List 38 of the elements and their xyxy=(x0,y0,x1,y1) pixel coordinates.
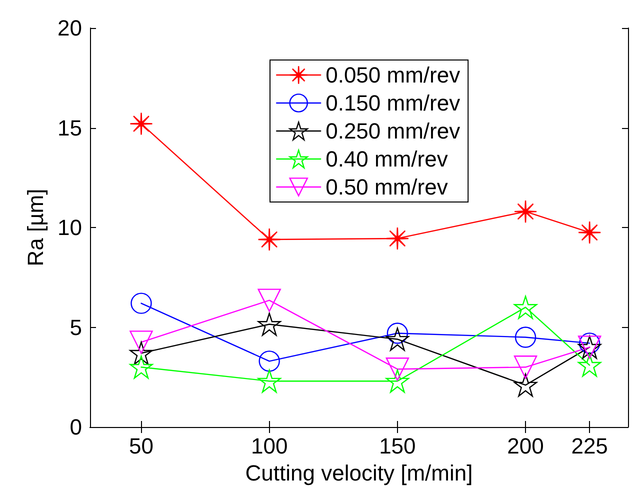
point xyxy=(258,228,281,252)
point xyxy=(258,312,281,336)
x-tick-label: 50 xyxy=(128,434,154,458)
y-tick-label: 5 xyxy=(70,314,82,340)
point xyxy=(386,328,410,351)
point xyxy=(386,226,410,250)
point xyxy=(514,326,536,348)
y-tick-label: 0 xyxy=(70,414,82,440)
point xyxy=(386,370,410,393)
legend-label: 0.050 mm/rev xyxy=(326,62,460,88)
legend-label: 0.40 mm/rev xyxy=(326,146,448,172)
y-axis-title: Ra [µm] xyxy=(23,188,48,266)
point xyxy=(130,342,153,365)
point xyxy=(386,358,410,381)
y-tick-label: 20 xyxy=(58,16,82,40)
point xyxy=(514,356,538,379)
point xyxy=(258,350,280,372)
y-tick-label: 15 xyxy=(58,115,82,140)
point xyxy=(130,330,153,354)
point xyxy=(514,296,538,319)
point xyxy=(514,200,538,224)
x-axis-title: Cutting velocity [m/min] xyxy=(245,460,473,486)
point xyxy=(258,370,281,393)
point xyxy=(130,292,152,314)
legend-label: 0.50 mm/rev xyxy=(326,174,448,200)
point xyxy=(578,220,602,244)
point xyxy=(578,354,602,377)
point xyxy=(514,374,538,397)
x-tick-label: 225 xyxy=(571,434,608,458)
point xyxy=(258,288,281,312)
point xyxy=(130,356,153,379)
x-tick-label: 150 xyxy=(379,434,416,458)
y-tick-label: 10 xyxy=(58,215,82,240)
point xyxy=(130,112,153,136)
x-tick-label: 100 xyxy=(250,434,288,458)
x-tick-label: 200 xyxy=(507,434,544,458)
legend-label: 0.250 mm/rev xyxy=(326,118,460,144)
legend-label: 0.150 mm/rev xyxy=(326,90,460,116)
